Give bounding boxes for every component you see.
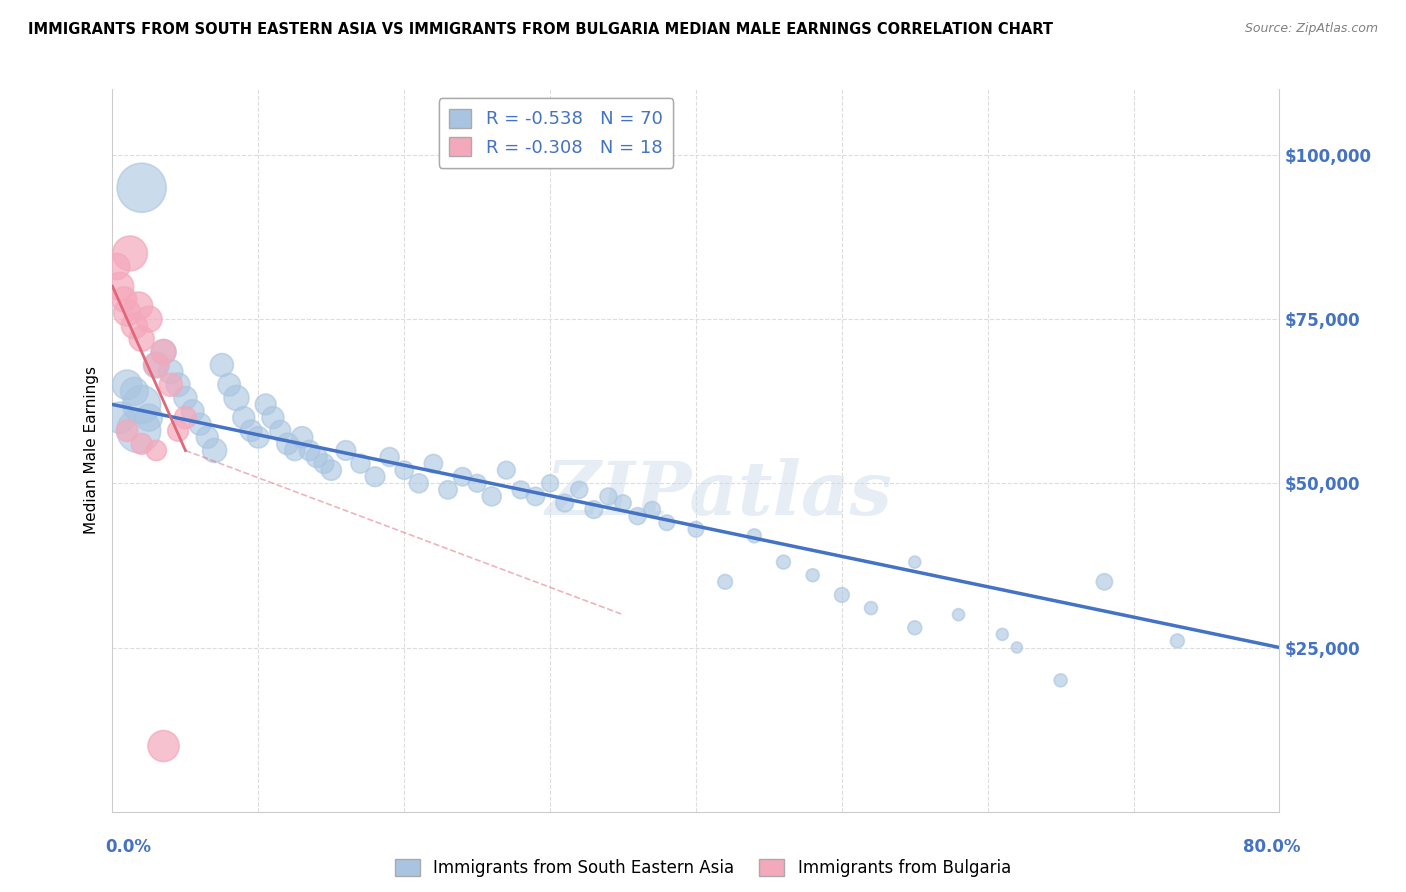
Point <box>188 417 211 432</box>
Point <box>860 601 883 615</box>
Point <box>904 555 927 569</box>
Point <box>948 607 970 622</box>
Legend: Immigrants from South Eastern Asia, Immigrants from Bulgaria: Immigrants from South Eastern Asia, Immi… <box>388 852 1018 884</box>
Point <box>152 345 174 359</box>
Point <box>145 443 167 458</box>
Point <box>394 463 416 477</box>
Point <box>277 437 299 451</box>
Point <box>108 279 131 293</box>
Point <box>801 568 824 582</box>
Point <box>269 424 291 438</box>
Point <box>465 476 488 491</box>
Point <box>321 463 343 477</box>
Point <box>262 410 284 425</box>
Point <box>437 483 460 497</box>
Point <box>112 293 135 307</box>
Point <box>714 574 737 589</box>
Point <box>145 358 167 372</box>
Point <box>211 358 233 372</box>
Point <box>612 496 634 510</box>
Text: Source: ZipAtlas.com: Source: ZipAtlas.com <box>1244 22 1378 36</box>
Point <box>232 410 254 425</box>
Point <box>772 555 794 569</box>
Point <box>509 483 531 497</box>
Point <box>174 410 197 425</box>
Point <box>598 490 620 504</box>
Point <box>524 490 547 504</box>
Point <box>254 397 277 411</box>
Point <box>204 443 226 458</box>
Point <box>124 384 146 399</box>
Point <box>582 502 605 516</box>
Point <box>1049 673 1071 688</box>
Point <box>349 457 371 471</box>
Point <box>568 483 591 497</box>
Point <box>152 345 174 359</box>
Point <box>167 424 190 438</box>
Point <box>160 365 183 379</box>
Point <box>131 437 153 451</box>
Text: 0.0%: 0.0% <box>105 838 152 855</box>
Text: IMMIGRANTS FROM SOUTH EASTERN ASIA VS IMMIGRANTS FROM BULGARIA MEDIAN MALE EARNI: IMMIGRANTS FROM SOUTH EASTERN ASIA VS IM… <box>28 22 1053 37</box>
Point <box>115 305 138 319</box>
Y-axis label: Median Male Earnings: Median Male Earnings <box>83 367 98 534</box>
Point <box>160 377 183 392</box>
Point <box>291 430 314 444</box>
Point <box>495 463 517 477</box>
Point <box>904 621 927 635</box>
Point <box>378 450 401 464</box>
Text: ZIPatlas: ZIPatlas <box>546 458 893 530</box>
Point <box>305 450 328 464</box>
Point <box>218 377 240 392</box>
Point <box>247 430 270 444</box>
Point <box>408 476 430 491</box>
Point <box>138 312 160 326</box>
Point <box>240 424 263 438</box>
Point <box>1166 634 1188 648</box>
Point <box>364 469 387 483</box>
Point <box>225 391 247 405</box>
Point <box>685 522 707 536</box>
Point <box>1005 640 1028 655</box>
Point <box>131 397 153 411</box>
Point <box>744 529 766 543</box>
Point <box>641 502 664 516</box>
Point <box>181 404 204 418</box>
Point <box>554 496 576 510</box>
Point <box>152 739 174 753</box>
Point <box>1094 574 1116 589</box>
Point <box>131 332 153 346</box>
Point <box>105 260 128 274</box>
Point <box>538 476 561 491</box>
Point <box>627 509 650 524</box>
Point <box>991 627 1014 641</box>
Point <box>831 588 853 602</box>
Point <box>128 299 150 313</box>
Point <box>174 391 197 405</box>
Point <box>108 410 131 425</box>
Point <box>115 377 138 392</box>
Point <box>118 246 141 260</box>
Point <box>422 457 444 471</box>
Point <box>312 457 335 471</box>
Point <box>167 377 190 392</box>
Point <box>128 424 150 438</box>
Point <box>451 469 474 483</box>
Point <box>284 443 307 458</box>
Point <box>131 180 153 194</box>
Text: 80.0%: 80.0% <box>1243 838 1301 855</box>
Point <box>145 358 167 372</box>
Point <box>655 516 678 530</box>
Point <box>298 443 321 458</box>
Point <box>138 410 160 425</box>
Legend: R = -0.538   N = 70, R = -0.308   N = 18: R = -0.538 N = 70, R = -0.308 N = 18 <box>439 98 673 168</box>
Point <box>195 430 218 444</box>
Point <box>124 318 146 333</box>
Point <box>115 424 138 438</box>
Point <box>481 490 503 504</box>
Point <box>335 443 357 458</box>
